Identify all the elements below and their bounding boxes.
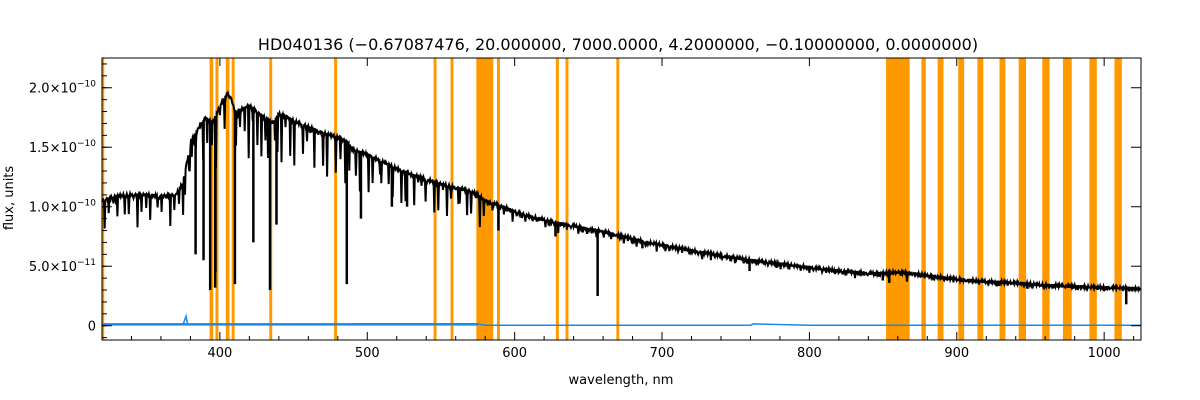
x-axis-label: wavelength, nm (569, 373, 674, 388)
x-tick-label-0: 400 (207, 346, 232, 361)
y-tick-label-1: 5.0×10−11 (29, 258, 96, 275)
masked-regions (102, 58, 1122, 340)
masked-region-11 (555, 58, 559, 340)
masked-region-24 (1114, 58, 1122, 340)
masked-region-15 (921, 58, 926, 340)
masked-region-21 (1042, 58, 1050, 340)
y-tick-label-4: 2.0×10−10 (29, 80, 96, 97)
error-band (102, 323, 478, 326)
x-tick-label-5: 900 (944, 346, 969, 361)
masked-region-18 (977, 58, 984, 340)
y-axis-label: flux, units (2, 166, 17, 231)
x-tick-label-6: 1000 (1088, 346, 1121, 361)
masked-region-2 (215, 58, 219, 340)
y-axis: 0 5.0×10−11 1.0×10−10 1.5×10−10 2.0×10−10 (29, 63, 1141, 339)
flux-series (101, 90, 1142, 305)
x-tick-label-2: 600 (502, 346, 527, 361)
x-axis: 400 500 600 700 800 900 1000 (101, 58, 1135, 361)
masked-region-16 (937, 58, 944, 340)
x-tick-label-1: 500 (355, 346, 380, 361)
masked-region-22 (1062, 58, 1072, 340)
y-tick-label-2: 1.0×10−10 (29, 199, 96, 216)
y-tick-label-3: 1.5×10−10 (29, 139, 96, 156)
plot-frame (101, 57, 1142, 341)
x-tick-label-4: 800 (797, 346, 822, 361)
chart-title: HD040136 (−0.67087476, 20.000000, 7000.0… (258, 35, 978, 54)
masked-region-10 (496, 58, 500, 340)
masked-region-6 (334, 58, 338, 340)
masked-region-13 (616, 58, 620, 340)
masked-region-23 (1089, 58, 1097, 340)
masked-region-3 (225, 58, 230, 340)
masked-region-20 (1018, 58, 1027, 340)
masked-region-14 (886, 58, 910, 340)
masked-region-17 (958, 58, 965, 340)
masked-region-4 (231, 58, 235, 340)
x-tick-label-3: 700 (650, 346, 675, 361)
error-series (102, 313, 1141, 326)
flux-curve (101, 90, 1142, 294)
masked-region-8 (450, 58, 454, 340)
masked-region-12 (565, 58, 569, 340)
masked-region-19 (999, 58, 1006, 340)
masked-region-1 (209, 58, 214, 340)
y-tick-label-0: 0 (88, 320, 96, 335)
